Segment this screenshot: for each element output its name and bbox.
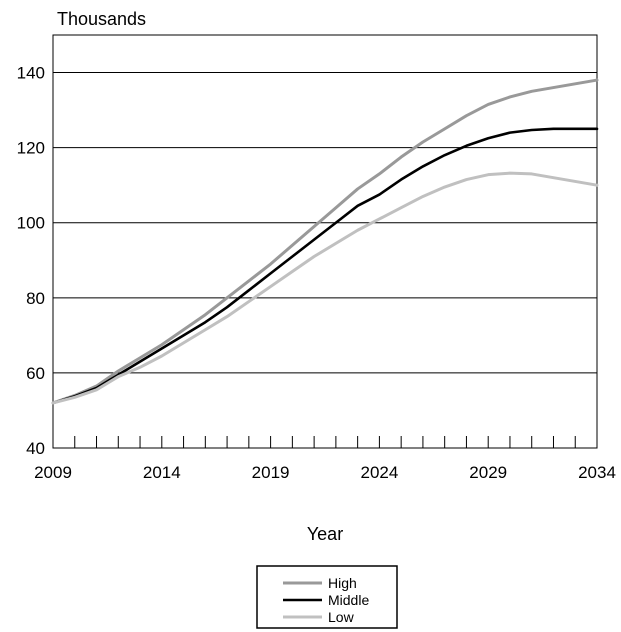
x-tick-label: 2019: [252, 463, 290, 482]
series-line-high: [51, 78, 599, 405]
legend-label-low: Low: [328, 609, 355, 625]
x-tick-label: 2014: [143, 463, 181, 482]
legend-box: [256, 565, 398, 629]
x-tick-label: 2024: [360, 463, 398, 482]
y-tick-label: 140: [17, 64, 45, 83]
y-axis-label: Thousands: [57, 9, 146, 29]
x-tick-label: 2009: [34, 463, 72, 482]
series-line-low: [51, 171, 599, 405]
plot-frame: [52, 34, 598, 449]
x-tick-label: 2034: [578, 463, 616, 482]
x-tick-label: 2029: [469, 463, 507, 482]
series-line-middle: [51, 127, 599, 405]
y-tick-label: 120: [17, 139, 45, 158]
y-tick-labels: 40 60 80 100 120 140: [17, 64, 45, 458]
y-tick-label: 40: [26, 439, 45, 458]
legend-label-middle: Middle: [328, 592, 369, 608]
y-tick-label: 60: [26, 364, 45, 383]
series-lines: [51, 78, 599, 405]
y-tick-label: 80: [26, 289, 45, 308]
legend-label-high: High: [328, 575, 357, 591]
y-tick-label: 100: [17, 214, 45, 233]
x-axis-label: Year: [307, 524, 343, 544]
x-tick-marks: [52, 436, 598, 448]
x-tick-labels: 2009 2014 2019 2024 2029 2034: [34, 463, 616, 482]
gridlines: [53, 72, 597, 374]
